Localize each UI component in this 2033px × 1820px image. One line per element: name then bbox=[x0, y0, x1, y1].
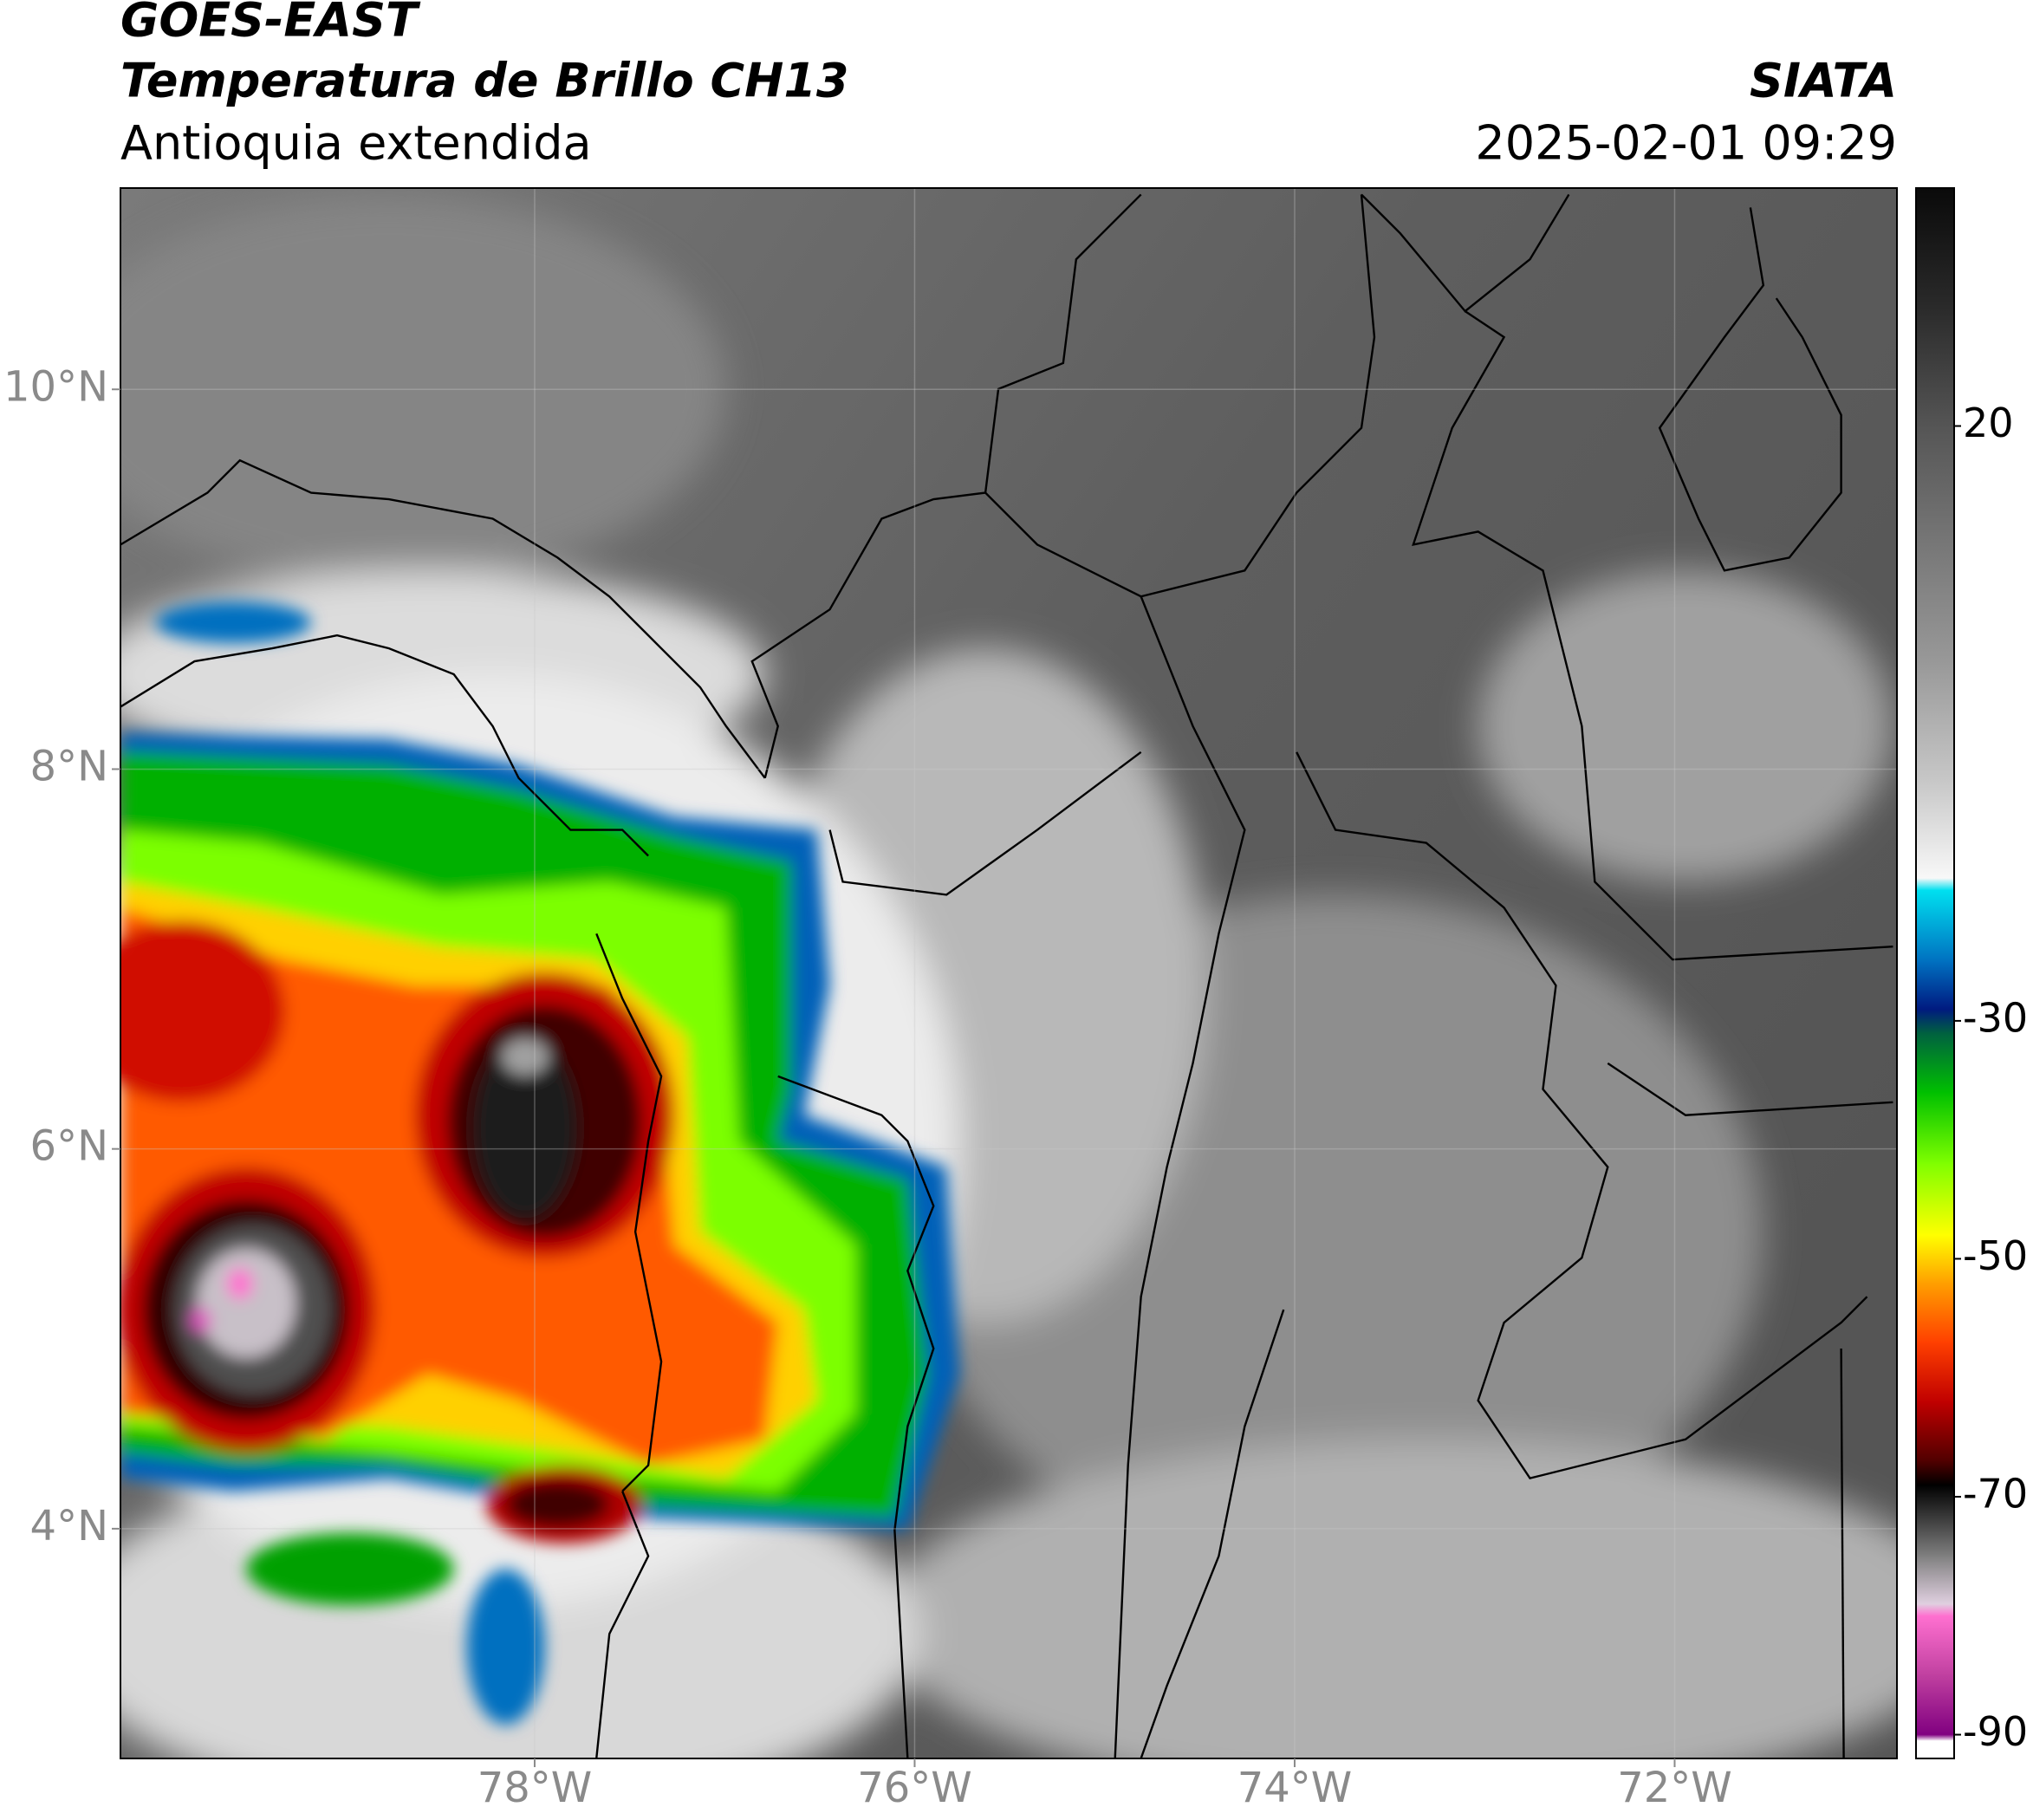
colorbar bbox=[1916, 188, 1954, 1759]
colorbar-segment bbox=[1916, 1734, 1954, 1741]
colorbar-segment bbox=[1916, 1342, 1954, 1402]
colorbar-tick-label: -90 bbox=[1963, 1708, 2028, 1755]
x-tick-label: 78°W bbox=[477, 1764, 593, 1812]
colorbar-segment bbox=[1916, 1092, 1954, 1165]
colorbar-segment bbox=[1916, 1401, 1954, 1462]
datetime: 2025-02-01 09:29 bbox=[1475, 116, 1897, 171]
colorbar-frame bbox=[1915, 187, 1955, 1759]
colorbar-segment bbox=[1916, 1460, 1954, 1485]
colorbar-segment bbox=[1916, 188, 1954, 308]
colorbar-segment bbox=[1916, 1009, 1954, 1034]
colorbar-segment bbox=[1916, 1282, 1954, 1343]
source: SIATA bbox=[1750, 54, 1897, 108]
colorbar-segment bbox=[1916, 1163, 1954, 1236]
y-tick-label: 6°N bbox=[30, 1122, 108, 1171]
region: Antioquia extendida bbox=[120, 116, 592, 171]
colorbar-segment bbox=[1916, 1740, 1954, 1759]
subtitle: Temperatura de Brillo CH13 bbox=[120, 54, 849, 108]
colorbar-tick-label: 20 bbox=[1963, 400, 2014, 446]
x-tick-label: 72°W bbox=[1617, 1764, 1732, 1812]
colorbar-segment bbox=[1916, 1556, 1954, 1605]
colorbar-segment bbox=[1916, 1603, 1954, 1616]
colorbar-tick-label: -30 bbox=[1963, 994, 2028, 1041]
colorbar-tick-label: -70 bbox=[1963, 1471, 2028, 1518]
colorbar-segment bbox=[1916, 1032, 1954, 1093]
y-tick-label: 10°N bbox=[3, 362, 108, 411]
map-frame bbox=[120, 187, 1898, 1759]
grid bbox=[120, 188, 1897, 1758]
colorbar-segment bbox=[1916, 878, 1954, 891]
colorbar-segment bbox=[1916, 1485, 1954, 1557]
satellite-image bbox=[120, 188, 1897, 1758]
colorbar-segment bbox=[1916, 961, 1954, 1010]
colorbar-segment bbox=[1916, 1235, 1954, 1284]
colorbar-segment bbox=[1916, 664, 1954, 783]
y-tick-label: 8°N bbox=[30, 742, 108, 790]
colorbar-segment bbox=[1916, 783, 1954, 879]
colorbar-segment bbox=[1916, 307, 1954, 427]
colorbar-tick-label: -50 bbox=[1963, 1232, 2028, 1279]
colorbar-segment bbox=[1916, 426, 1954, 665]
title: GOES-EAST bbox=[120, 0, 421, 48]
y-tick-label: 4°N bbox=[30, 1502, 108, 1550]
colorbar-segment bbox=[1916, 889, 1954, 962]
colorbar-segment bbox=[1916, 1615, 1954, 1676]
x-tick-label: 74°W bbox=[1237, 1764, 1353, 1812]
x-tick-label: 76°W bbox=[857, 1764, 972, 1812]
colorbar-segment bbox=[1916, 1674, 1954, 1736]
